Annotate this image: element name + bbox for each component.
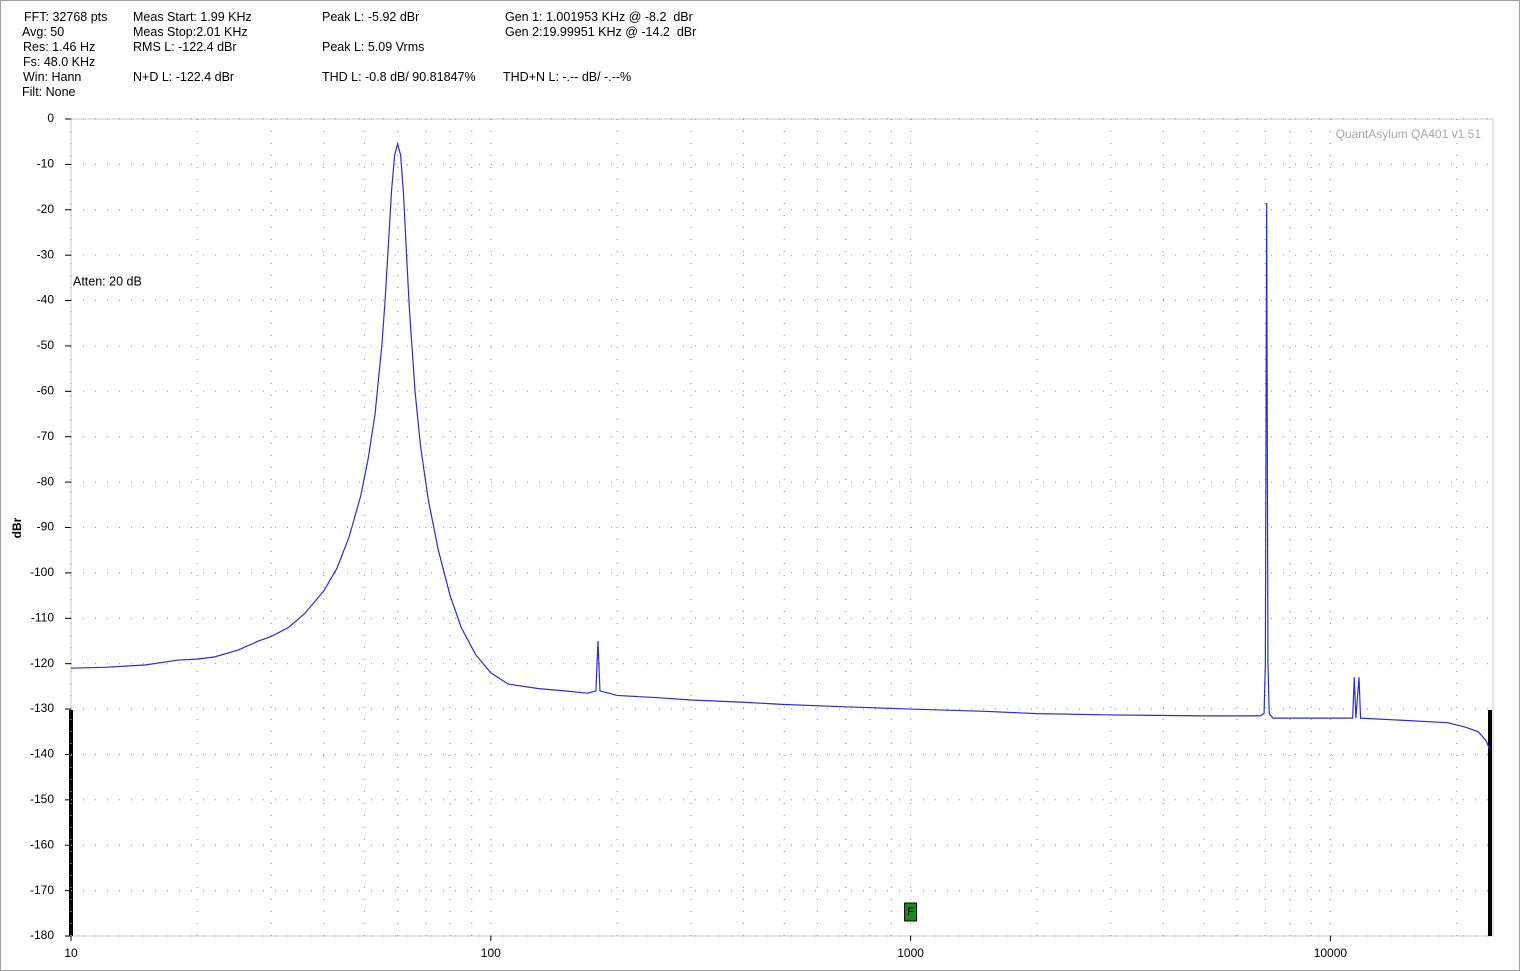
watermark: QuantAsylum QA401 v1.51: [1336, 127, 1482, 141]
frequency-marker: F: [904, 902, 918, 922]
header-text: Filt: None: [22, 85, 76, 99]
x-tick-label: 1000: [897, 946, 924, 960]
header-text: FFT: 32768 pts: [24, 10, 108, 24]
header-text: Gen 1: 1.001953 KHz @ -8.2 dBr: [505, 10, 693, 24]
y-tick-label: -170: [30, 883, 54, 897]
y-tick-label: -180: [30, 928, 54, 942]
y-tick-label: 0: [47, 111, 54, 125]
y-tick-label: -70: [37, 429, 55, 443]
header-text: N+D L: -122.4 dBr: [133, 70, 235, 84]
plot-frame: [70, 118, 1494, 937]
limit-bar: [1488, 710, 1492, 936]
x-tick-label: 10: [64, 946, 78, 960]
header-text: Fs: 48.0 KHz: [23, 55, 96, 69]
header-text: Meas Start: 1.99 KHz: [133, 10, 252, 24]
y-tick-label: -140: [30, 747, 54, 761]
y-tick-label: -150: [30, 792, 54, 806]
header-text: Avg: 50: [22, 25, 65, 39]
y-tick-label: -120: [30, 656, 54, 670]
x-tick-label: 100: [481, 946, 501, 960]
header-text: Res: 1.46 Hz: [23, 40, 96, 54]
header-text: Gen 2:19.99951 KHz @ -14.2 dBr: [505, 25, 697, 39]
y-tick-label: -90: [37, 520, 55, 534]
y-tick-label: -80: [37, 474, 55, 488]
annotation: Atten: 20 dB: [73, 274, 142, 288]
header-text: THD+N L: -.-- dB/ -.--%: [503, 70, 632, 84]
y-tick-label: -130: [30, 701, 54, 715]
y-axis-label: dBr: [10, 517, 24, 538]
y-tick-label: -10: [37, 157, 55, 171]
header-text: RMS L: -122.4 dBr: [133, 40, 237, 54]
y-tick-label: -20: [37, 202, 55, 216]
y-tick-label: -100: [30, 565, 54, 579]
header-text: THD L: -0.8 dB/ 90.81847%: [322, 70, 476, 84]
limit-bar: [69, 710, 73, 936]
x-tick-label: 10000: [1314, 946, 1348, 960]
y-tick-label: -40: [37, 293, 55, 307]
y-tick-label: -110: [31, 610, 54, 624]
header-text: Win: Hann: [23, 70, 82, 84]
marker-label: F: [907, 906, 914, 918]
marker-box: [904, 902, 918, 922]
y-tick-label: -60: [37, 384, 55, 398]
header-text: Meas Stop:2.01 KHz: [133, 25, 248, 39]
y-tick-label: -50: [37, 338, 55, 352]
y-tick-label: -30: [37, 247, 55, 261]
header-text: Peak L: -5.92 dBr: [322, 10, 420, 24]
y-tick-label: -160: [30, 837, 54, 851]
header-text: Peak L: 5.09 Vrms: [322, 40, 425, 54]
spectrum-line: [70, 141, 1491, 751]
